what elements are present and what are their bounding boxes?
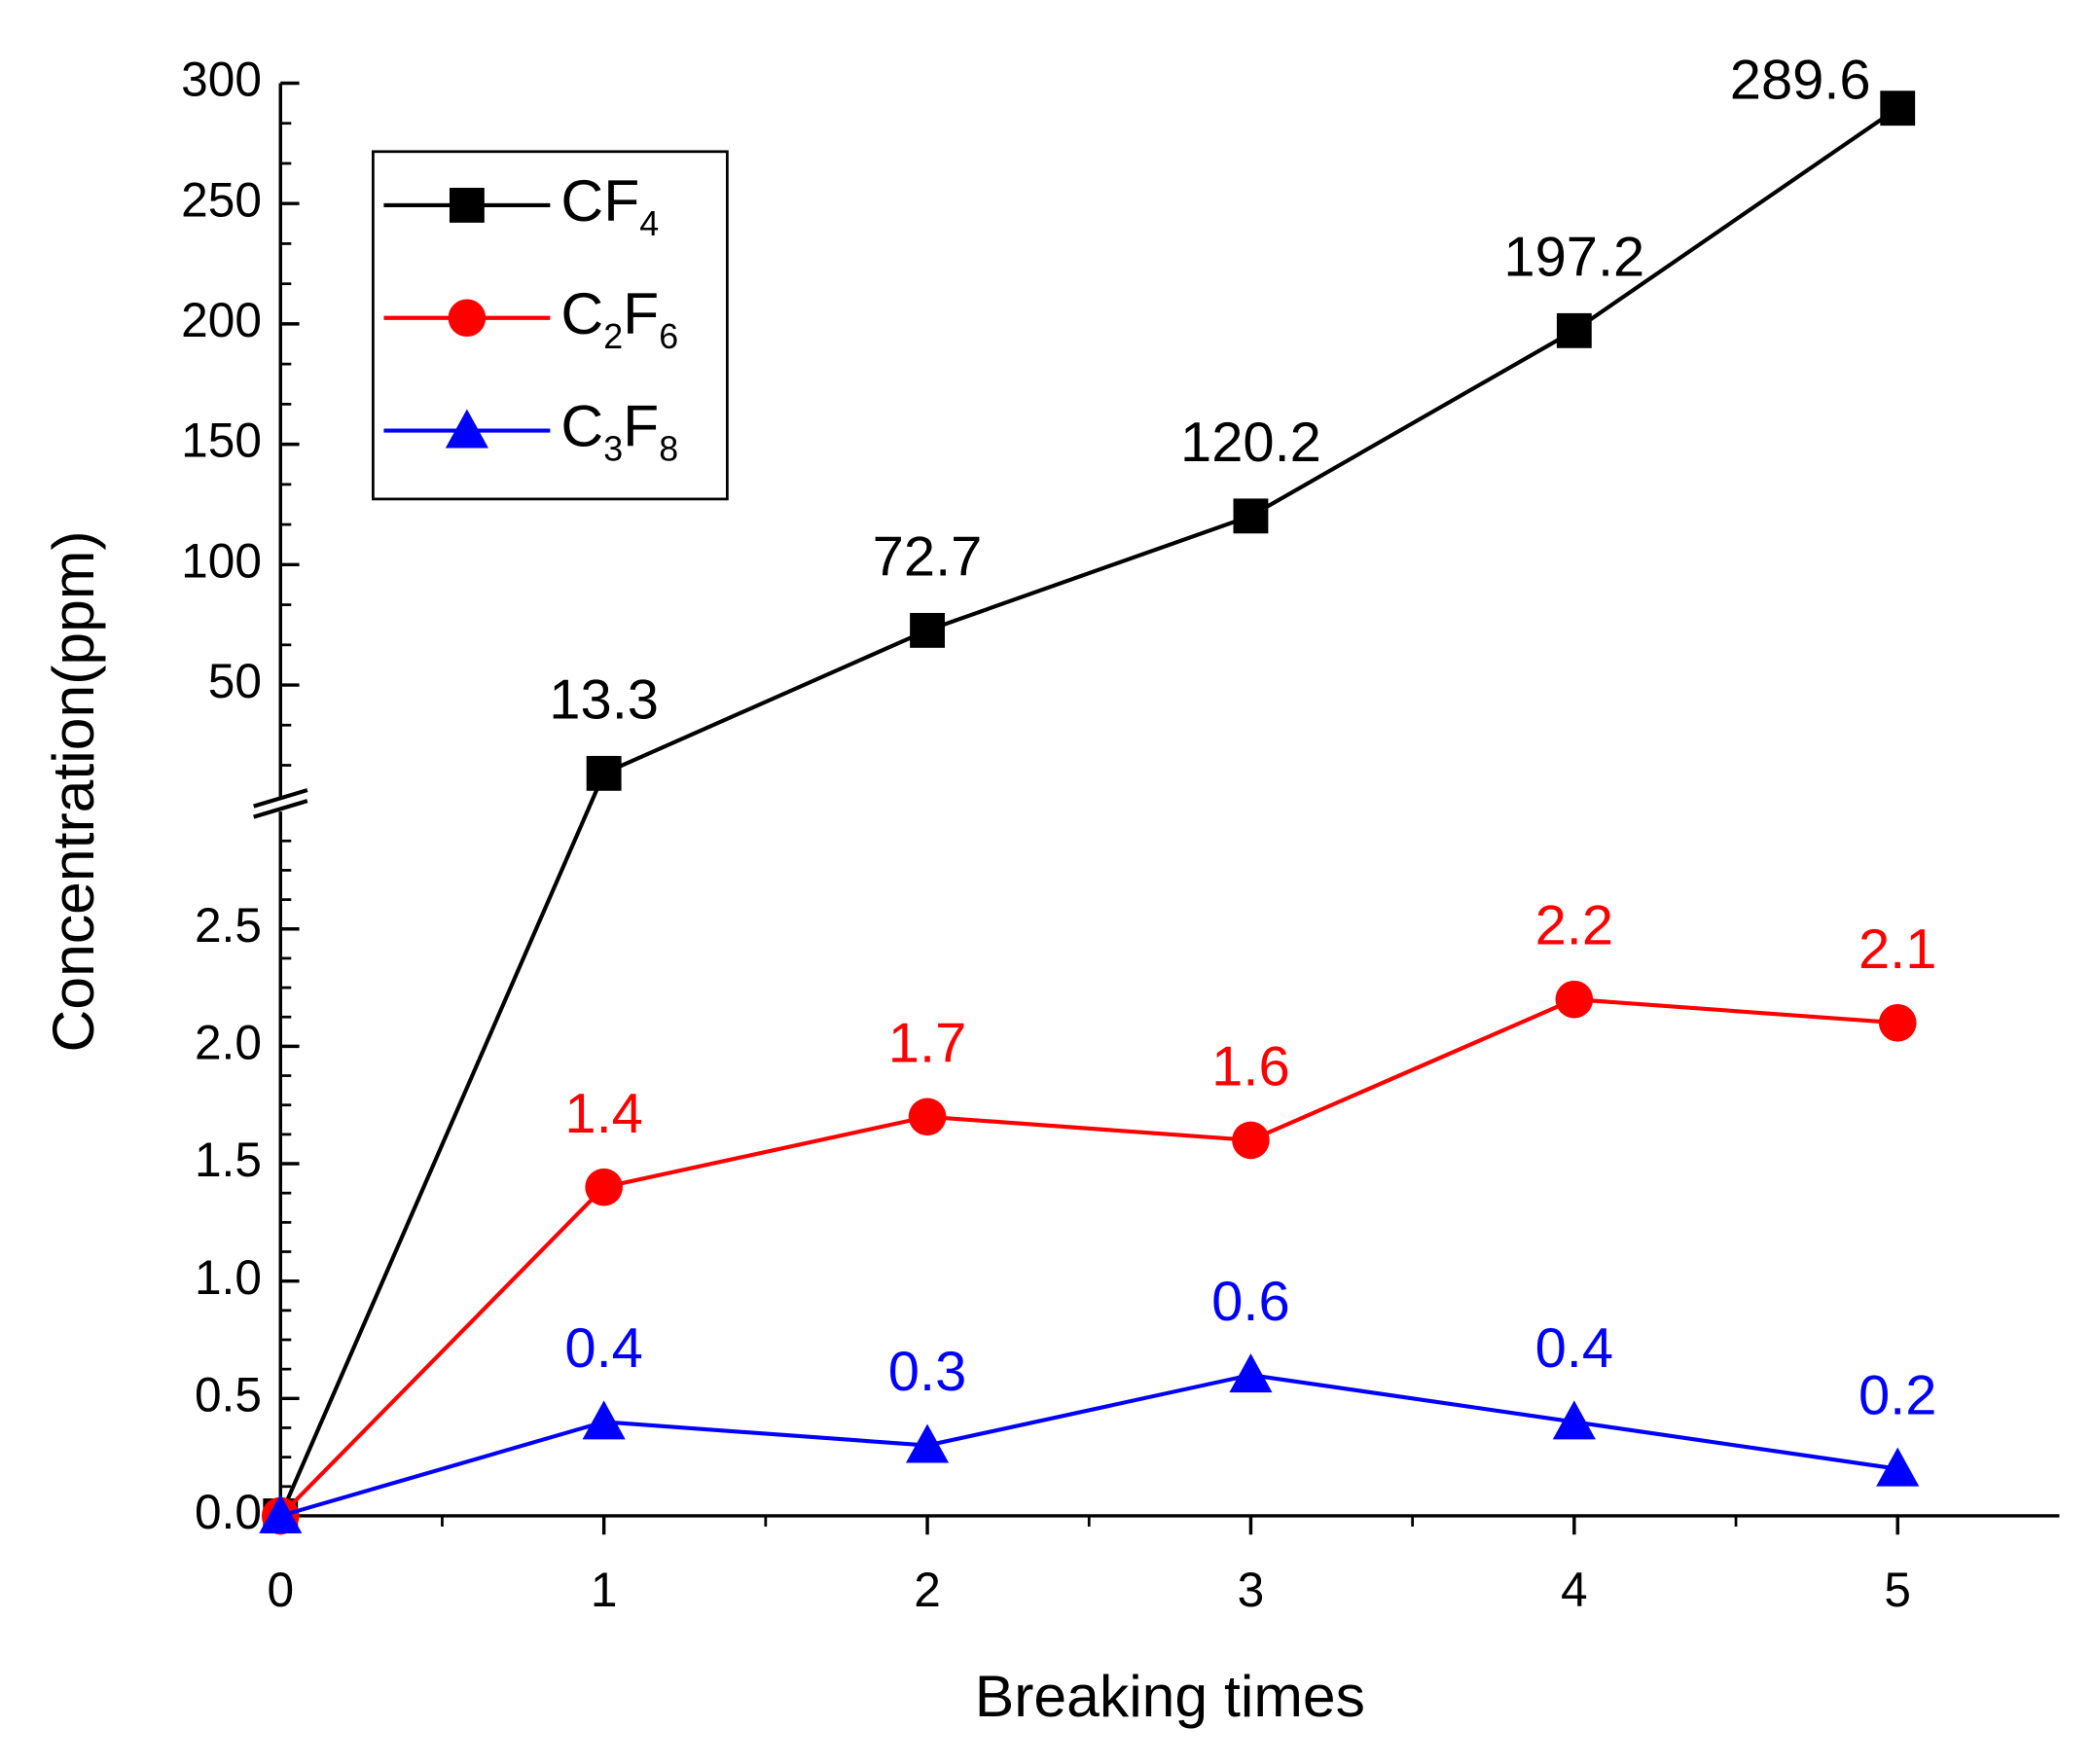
data-label: 72.7: [873, 525, 983, 588]
marker: [582, 1400, 626, 1440]
marker: [448, 299, 487, 338]
axis-break: [253, 799, 308, 819]
data-label: 289.6: [1730, 50, 1871, 112]
y-upper-tick-label: 100: [181, 533, 262, 588]
marker: [585, 1168, 623, 1206]
marker: [1233, 498, 1269, 534]
y-upper-tick-label: 150: [181, 414, 262, 468]
legend-label: C2F6: [560, 280, 678, 356]
y-axis-title: Concentration(ppm): [40, 530, 106, 1052]
data-label: 0.3: [888, 1341, 966, 1403]
y-upper-tick-label: 50: [208, 654, 262, 708]
y-tick-label: 2.5: [195, 898, 262, 953]
y-upper-tick-label: 200: [181, 293, 262, 347]
legend-label: C3F8: [560, 393, 678, 469]
x-tick-label: 3: [1238, 1563, 1265, 1617]
legend-box: [372, 150, 729, 501]
marker: [445, 409, 488, 449]
data-label: 0.4: [564, 1317, 642, 1380]
data-label: 1.6: [1211, 1036, 1289, 1098]
marker: [1229, 1353, 1273, 1393]
x-tick-label: 2: [914, 1563, 941, 1617]
marker: [586, 755, 622, 791]
data-label: 1.4: [564, 1083, 642, 1145]
data-label: 0.6: [1211, 1271, 1289, 1333]
legend: CF4 C2F6 C3F8: [372, 150, 729, 501]
marker: [1552, 1400, 1596, 1440]
y-tick-label: 2.0: [195, 1016, 262, 1070]
marker: [1876, 1447, 1920, 1487]
x-tick-label: 5: [1884, 1563, 1911, 1617]
series-line: [278, 106, 1899, 1517]
marker: [1880, 90, 1916, 126]
data-label: 13.3: [549, 668, 659, 731]
data-label: 120.2: [1180, 412, 1321, 474]
data-label: 1.7: [888, 1012, 966, 1074]
marker: [1878, 1003, 1917, 1042]
legend-label: CF4: [560, 167, 659, 243]
y-tick-label: 0.0: [195, 1485, 262, 1539]
marker: [1556, 312, 1592, 348]
data-label: 2.1: [1858, 918, 1936, 981]
y-tick-label: 1.0: [195, 1250, 262, 1305]
marker: [449, 188, 485, 223]
y-tick-label: 1.5: [195, 1133, 262, 1187]
data-label: 0.2: [1858, 1364, 1936, 1426]
x-tick-label: 0: [267, 1563, 294, 1617]
marker: [1232, 1121, 1270, 1160]
data-label: 197.2: [1503, 226, 1644, 288]
series-line: [279, 1373, 1898, 1518]
x-tick-label: 1: [591, 1563, 618, 1617]
series-line: [278, 997, 1898, 1518]
y-tick-label: 0.5: [195, 1367, 262, 1422]
marker: [905, 1423, 950, 1463]
x-tick-label: 4: [1561, 1563, 1588, 1617]
marker: [259, 1494, 303, 1533]
x-axis-title: Breaking times: [975, 1663, 1365, 1729]
data-label: 0.4: [1535, 1317, 1613, 1380]
marker: [1555, 980, 1594, 1019]
marker: [908, 1098, 947, 1136]
y-upper-tick-label: 300: [181, 53, 262, 107]
axis-break: [253, 788, 308, 809]
marker: [910, 612, 945, 648]
y-upper-tick-label: 250: [181, 172, 262, 227]
data-label: 2.2: [1535, 895, 1613, 957]
